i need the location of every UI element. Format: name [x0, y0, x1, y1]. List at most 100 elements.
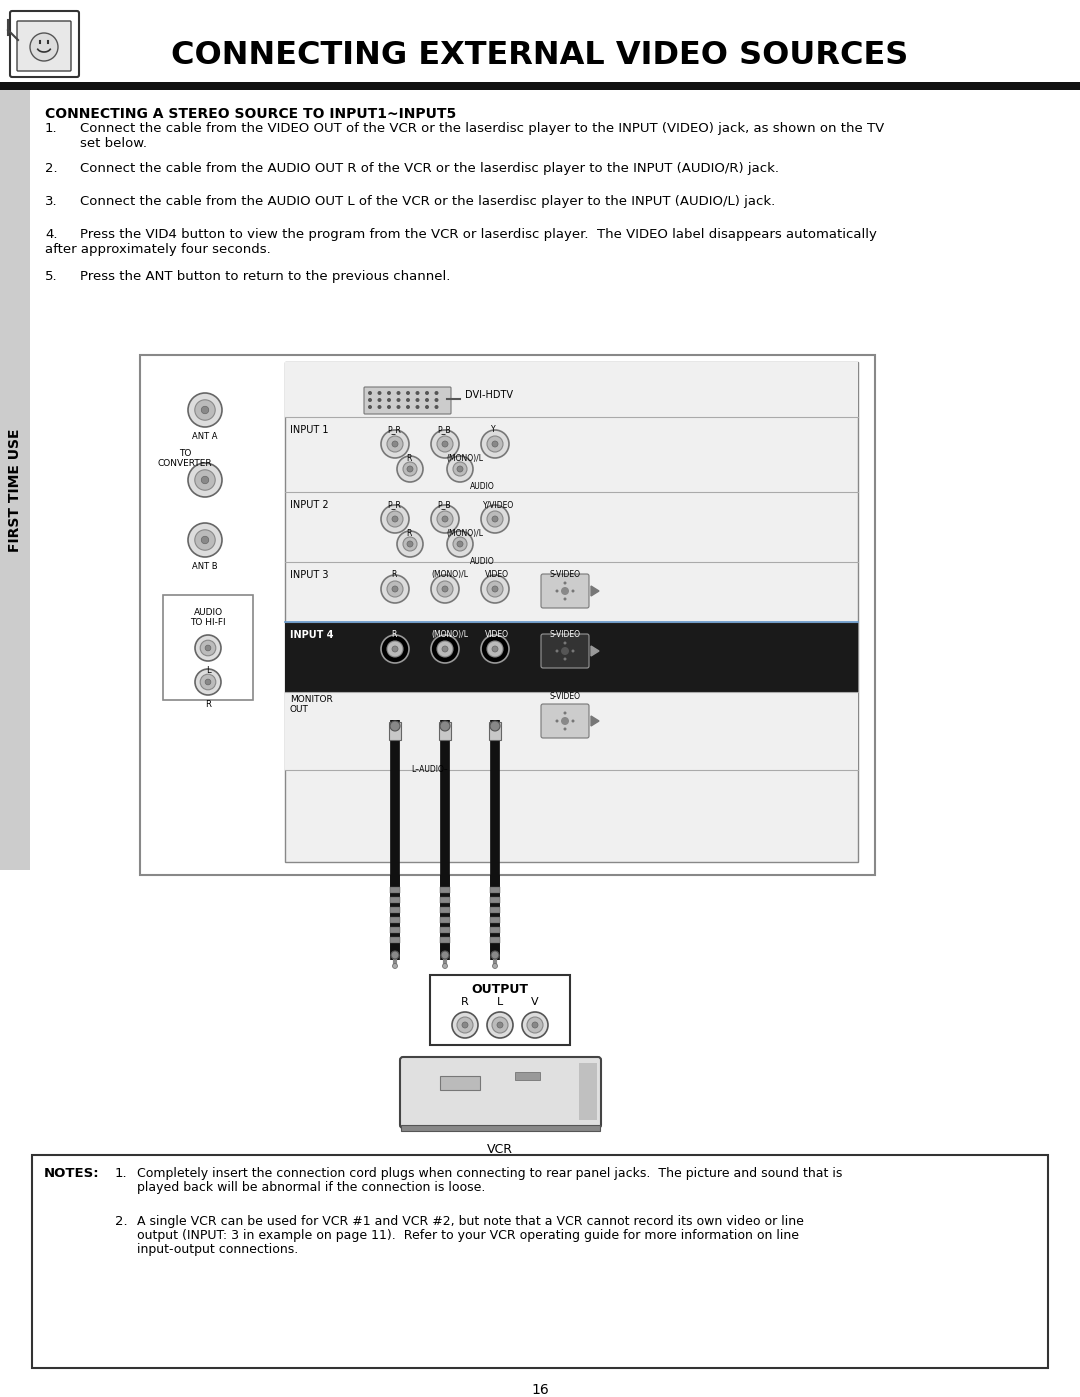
Bar	[140, 355, 875, 875]
Circle shape	[492, 645, 498, 652]
Bar	[440, 1076, 480, 1090]
Bar	[440, 897, 450, 902]
Text: Completely insert the connection cord plugs when connecting to rear panel jacks.: Completely insert the connection cord pl…	[137, 1166, 842, 1180]
Text: Press the ANT button to return to the previous channel.: Press the ANT button to return to the pr…	[80, 270, 450, 284]
FancyBboxPatch shape	[400, 1058, 600, 1127]
Circle shape	[381, 576, 409, 604]
Circle shape	[368, 405, 372, 409]
Bar	[440, 937, 450, 943]
Bar	[515, 1071, 540, 1080]
FancyBboxPatch shape	[541, 574, 589, 608]
Text: Connect the cable from the AUDIO OUT R of the VCR or the laserdisc player to the: Connect the cable from the AUDIO OUT R o…	[80, 162, 779, 175]
Text: Y/VIDEO: Y/VIDEO	[483, 500, 514, 509]
Circle shape	[378, 391, 381, 395]
Circle shape	[194, 529, 215, 550]
Circle shape	[492, 515, 498, 522]
Bar	[285, 692, 858, 770]
Circle shape	[437, 511, 453, 527]
Circle shape	[453, 462, 467, 476]
Circle shape	[561, 647, 569, 655]
Bar	[490, 937, 500, 943]
Text: (MONO)/L: (MONO)/L	[431, 630, 468, 638]
Circle shape	[447, 531, 473, 557]
Circle shape	[195, 669, 221, 694]
Circle shape	[426, 405, 429, 409]
Circle shape	[200, 640, 216, 655]
Polygon shape	[591, 717, 599, 726]
Text: (MONO)/L: (MONO)/L	[431, 570, 468, 578]
Circle shape	[205, 679, 211, 685]
Circle shape	[490, 721, 500, 731]
Circle shape	[442, 441, 448, 447]
Circle shape	[30, 34, 58, 61]
Circle shape	[437, 436, 453, 453]
Text: 16: 16	[531, 1383, 549, 1397]
Circle shape	[457, 541, 463, 548]
Circle shape	[457, 1017, 473, 1032]
Circle shape	[416, 398, 419, 402]
Text: R: R	[461, 997, 469, 1007]
Text: 3.: 3.	[45, 196, 57, 208]
Circle shape	[491, 951, 499, 958]
Bar	[389, 722, 401, 740]
Text: 1.: 1.	[114, 1166, 127, 1180]
Circle shape	[200, 675, 216, 690]
Polygon shape	[591, 645, 599, 657]
Circle shape	[392, 645, 399, 652]
Text: ANT A: ANT A	[192, 432, 218, 441]
Circle shape	[487, 641, 503, 657]
Bar	[490, 916, 500, 923]
Circle shape	[201, 407, 208, 414]
Circle shape	[391, 951, 399, 958]
Bar	[0, 82, 1080, 89]
Text: P_B: P_B	[437, 425, 450, 434]
Text: L: L	[497, 997, 503, 1007]
Text: VIDEO: VIDEO	[485, 570, 509, 578]
Text: CONNECTING A STEREO SOURCE TO INPUT1~INPUT5: CONNECTING A STEREO SOURCE TO INPUT1~INP…	[45, 108, 456, 122]
Text: (MONO)/L: (MONO)/L	[446, 529, 483, 538]
Bar	[390, 887, 400, 893]
Text: (MONO)/L: (MONO)/L	[446, 454, 483, 462]
Bar	[285, 622, 858, 692]
Circle shape	[387, 436, 403, 453]
Circle shape	[457, 467, 463, 472]
Circle shape	[387, 391, 391, 395]
Circle shape	[378, 405, 381, 409]
Circle shape	[378, 398, 381, 402]
Text: INPUT 2: INPUT 2	[291, 500, 328, 510]
Circle shape	[434, 391, 438, 395]
Circle shape	[487, 436, 503, 453]
Text: V: V	[531, 997, 539, 1007]
Text: 2.: 2.	[114, 1215, 127, 1228]
Circle shape	[397, 455, 423, 482]
Circle shape	[392, 441, 399, 447]
Circle shape	[368, 391, 372, 395]
Circle shape	[481, 504, 509, 534]
Circle shape	[434, 398, 438, 402]
Text: P_R: P_R	[387, 425, 401, 434]
Text: set below.: set below.	[80, 137, 147, 149]
Text: 4.: 4.	[45, 228, 57, 242]
Bar	[579, 1063, 597, 1120]
Text: R: R	[406, 454, 411, 462]
Text: S-VIDEO: S-VIDEO	[550, 692, 581, 701]
Circle shape	[392, 585, 399, 592]
Circle shape	[205, 645, 211, 651]
Bar	[440, 887, 450, 893]
Circle shape	[453, 1011, 478, 1038]
Circle shape	[462, 1023, 468, 1028]
Text: R: R	[205, 700, 211, 710]
Circle shape	[453, 536, 467, 550]
Bar	[390, 928, 400, 933]
Text: input-output connections.: input-output connections.	[137, 1243, 298, 1256]
Circle shape	[442, 515, 448, 522]
Circle shape	[381, 636, 409, 664]
Circle shape	[481, 636, 509, 664]
Circle shape	[434, 405, 438, 409]
Circle shape	[431, 636, 459, 664]
Text: FIRST TIME USE: FIRST TIME USE	[8, 429, 22, 552]
Circle shape	[571, 650, 575, 652]
Circle shape	[387, 398, 391, 402]
Circle shape	[481, 430, 509, 458]
Circle shape	[492, 441, 498, 447]
